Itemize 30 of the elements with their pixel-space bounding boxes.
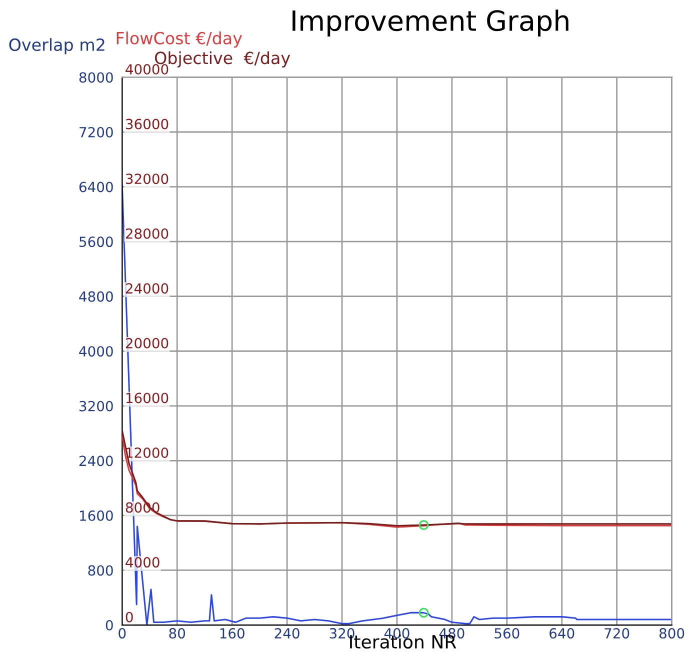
y-tick-label: 2400 <box>79 456 113 466</box>
y-tick-label: 3200 <box>80 400 113 412</box>
y2-tick-label: 36000 <box>126 118 168 130</box>
y-tick-label: 4000 <box>79 346 113 357</box>
x-tick-label: 240 <box>274 628 300 639</box>
y-tick-label: 4800 <box>79 291 113 302</box>
y-tick-label: 8000 <box>79 72 113 83</box>
chart-title: Improvement Graph <box>292 10 568 37</box>
y2-tick-label: 0 <box>126 612 133 622</box>
y2-tick-label: 16000 <box>126 392 168 404</box>
x-tick-label: 800 <box>659 628 684 639</box>
text: FlowCost €/day <box>116 32 242 48</box>
y-tick-label: 800 <box>88 565 113 576</box>
y2-tick-label: 28000 <box>126 228 168 239</box>
x-tick-label: 640 <box>550 628 574 639</box>
y2-tick-label: 20000 <box>126 338 168 348</box>
x-tick-label: 0 <box>118 628 126 639</box>
y-tick-label: 6400 <box>79 182 113 192</box>
y-axis-title: Overlap m2 <box>9 38 104 54</box>
y2-tick-label: 24000 <box>126 283 168 294</box>
x-tick-label: 80 <box>169 628 186 639</box>
x-tick-label: 560 <box>494 628 520 639</box>
y2-tick-label: 4000 <box>126 557 160 568</box>
y-tick-label: 7200 <box>80 126 113 138</box>
y-tick-label: 1600 <box>80 510 113 521</box>
y-tick-label: 0 <box>106 620 113 630</box>
y-tick-label: 5600 <box>80 236 113 248</box>
x-tick-label: 720 <box>604 628 630 639</box>
x-tick-label: 160 <box>220 628 244 639</box>
y2-tick-label: 32000 <box>126 174 168 184</box>
